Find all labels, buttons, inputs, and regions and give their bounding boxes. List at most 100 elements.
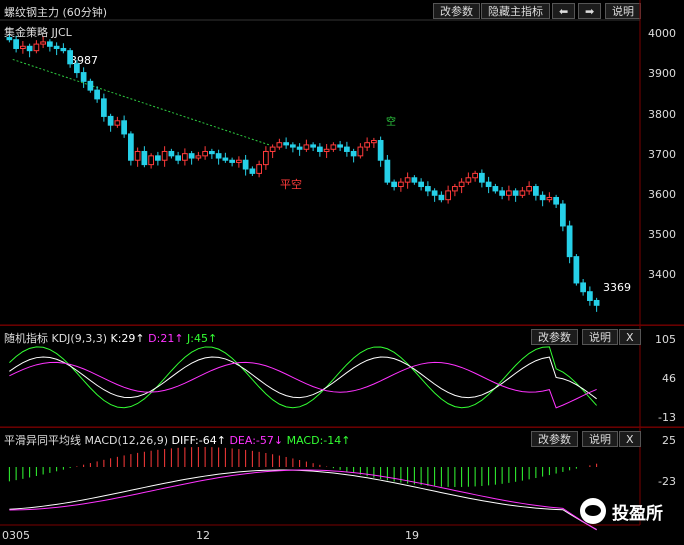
arrow-left-icon[interactable]: ⬅ (552, 3, 576, 19)
candle-body (87, 80, 94, 91)
candle-body (587, 291, 593, 301)
candle-body (256, 164, 262, 174)
candle-body (472, 172, 478, 179)
candle-body (202, 150, 208, 157)
kdj-pane: 随机指标 KDJ(9,3,3) K:29↑ D:21↑ J:45↑ 改参数 说明… (0, 325, 684, 428)
kdj-help-button[interactable]: 说明 (582, 329, 618, 345)
macd-title: 平滑异同平均线 MACD(12,26,9) DIFF:-64↑ DEA:-57↓… (4, 432, 350, 448)
x-tick: 19 (405, 529, 419, 542)
candle-body (398, 181, 404, 188)
candle-body (384, 159, 391, 183)
candle-body (155, 155, 161, 161)
candle-body (161, 150, 168, 161)
candle-body (290, 144, 296, 148)
candle-body (242, 159, 249, 170)
kdj-label: 随机指标 (4, 332, 48, 345)
candle-body (101, 98, 107, 117)
candle-body (553, 196, 559, 205)
macd-dea-line (9, 469, 597, 531)
change-params-button[interactable]: 改参数 (433, 3, 480, 19)
candle-body (438, 194, 445, 201)
candle-body (168, 150, 175, 157)
hide-main-indicator-button[interactable]: 隐藏主指标 (481, 3, 550, 19)
candle-body (371, 140, 377, 144)
main-title: 螺纹钢主力 (60分钟) (4, 6, 108, 19)
candle-body (20, 45, 26, 49)
macd-y-tick: 25 (662, 434, 676, 447)
candle-body (6, 37, 13, 41)
candle-body (13, 39, 19, 49)
candle-body (391, 181, 397, 188)
candle-body (40, 41, 46, 45)
candle-body (445, 190, 451, 201)
kdj-k-line (9, 356, 597, 400)
watermark-logo: 投盈所 (580, 498, 663, 524)
candle-body (566, 225, 573, 258)
candle-body (303, 144, 310, 150)
candle-body (249, 168, 256, 174)
macd-close-button[interactable]: X (619, 431, 641, 447)
y-tick: 4000 (648, 27, 676, 40)
candle-body (47, 41, 53, 47)
macd-label: 平滑异同平均线 (4, 434, 81, 447)
candle-body (60, 47, 67, 52)
candle-body (499, 190, 505, 196)
x-tick: 12 (196, 529, 210, 542)
candle-body (465, 177, 472, 183)
candle-body (175, 155, 181, 161)
candle-body (357, 146, 364, 157)
y-tick: 3700 (648, 148, 676, 161)
candle-body (593, 299, 600, 306)
short-label: 空 (386, 117, 396, 128)
macd-diff: DIFF:-64↑ (171, 434, 226, 447)
candle-body (128, 133, 134, 161)
last-price-label: 3369 (603, 281, 631, 294)
candle-body (506, 190, 512, 196)
strategy-label: 集金策略 JJCL (4, 26, 72, 39)
candle-body (188, 153, 195, 159)
candle-body (80, 72, 87, 82)
arrow-right-icon[interactable]: ➡ (578, 3, 602, 19)
candle-body (539, 194, 546, 201)
candle-body (377, 140, 384, 161)
kdj-k: K:29↑ (110, 332, 145, 345)
kdj-d: D:21↑ (148, 332, 184, 345)
candle-body (492, 186, 499, 192)
kdj-j: J:45↑ (187, 332, 218, 345)
macd-diff-line (9, 469, 597, 531)
y-tick: 3900 (648, 67, 676, 80)
candle-body (519, 190, 526, 196)
candle-body (560, 203, 566, 227)
candle-body (546, 196, 553, 201)
kdj-d-line (9, 361, 597, 409)
help-button[interactable]: 说明 (605, 3, 641, 19)
y-tick: 3800 (648, 108, 676, 121)
macd-dea: DEA:-57↓ (229, 434, 284, 447)
kdj-y-tick: 46 (662, 372, 676, 385)
y-tick: 3600 (648, 188, 676, 201)
candle-body (141, 150, 148, 166)
macd-value: MACD:-14↑ (286, 434, 351, 447)
candle-body (350, 150, 357, 157)
macd-y-tick: -23 (658, 475, 676, 488)
candle-body (222, 157, 229, 161)
candle-body (337, 144, 343, 148)
kdj-change-params-button[interactable]: 改参数 (531, 329, 578, 345)
candle-body (526, 186, 532, 192)
kdj-close-button[interactable]: X (619, 329, 641, 345)
macd-pane: 平滑异同平均线 MACD(12,26,9) DIFF:-64↑ DEA:-57↓… (0, 427, 684, 526)
macd-help-button[interactable]: 说明 (582, 431, 618, 447)
candle-body (209, 150, 215, 155)
candle-body (418, 181, 424, 188)
candle-body (404, 177, 411, 183)
candle-body (215, 153, 222, 159)
macd-change-params-button[interactable]: 改参数 (531, 431, 578, 447)
candle-body (296, 146, 303, 150)
kdj-title: 随机指标 KDJ(9,3,3) K:29↑ D:21↑ J:45↑ (4, 330, 217, 346)
candle-body (485, 181, 492, 188)
candle-body (121, 120, 127, 135)
candle-body (364, 142, 370, 148)
candle-body (107, 115, 114, 126)
candle-body (134, 150, 141, 161)
kdj-y-tick: 105 (655, 333, 676, 346)
